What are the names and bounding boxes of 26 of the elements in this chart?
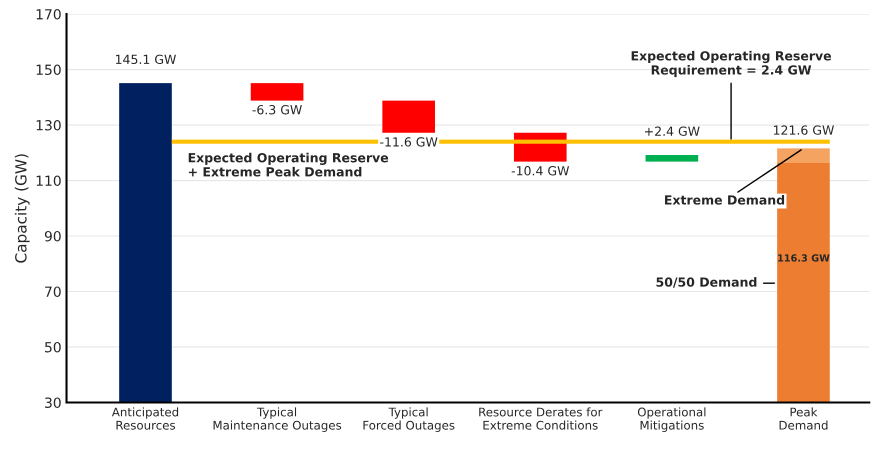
total-label: 121.6 GW — [774, 125, 834, 135]
x-tick-label: Operational Mitigations — [638, 407, 706, 432]
y-tick-label: 170 — [36, 9, 61, 20]
data-label: 116.3 GW — [778, 254, 830, 262]
y-tick-label: 50 — [45, 342, 61, 352]
x-tick-label: Peak Demand — [780, 407, 828, 430]
data-label: -10.4 GW — [512, 166, 570, 176]
y-tick-label: 150 — [36, 64, 61, 76]
y-axis-title: Capacity (GW) — [14, 154, 30, 263]
y-tick-label: 30 — [45, 397, 61, 408]
annotation: Expected Operating Reserve Requirement = 2.4 GW — [632, 50, 832, 78]
y-tick-label: 90 — [44, 230, 61, 242]
x-tick-label: Typical Maintenance Outages — [214, 407, 342, 432]
ref-line-label: Expected Operating Reserve + Extreme Peak Demand — [188, 152, 388, 177]
y-tick-label: 130 — [36, 120, 61, 130]
data-label: -6.3 GW — [252, 104, 302, 114]
annotation: 50/50 Demand — [656, 277, 756, 288]
data-label: +2.4 GW — [645, 126, 700, 136]
x-tick-label: Resource Derates for Extreme Conditions — [479, 407, 602, 430]
data-label: 145.1 GW — [116, 54, 176, 64]
x-tick-label: Anticipated Resources — [112, 407, 178, 430]
x-tick-label: Typical Forced Outages — [363, 407, 454, 432]
data-label: -11.6 GW — [380, 137, 438, 147]
annotation: Extreme Demand — [665, 194, 784, 205]
y-tick-label: 70 — [45, 286, 61, 297]
y-tick-label: 110 — [36, 175, 61, 186]
